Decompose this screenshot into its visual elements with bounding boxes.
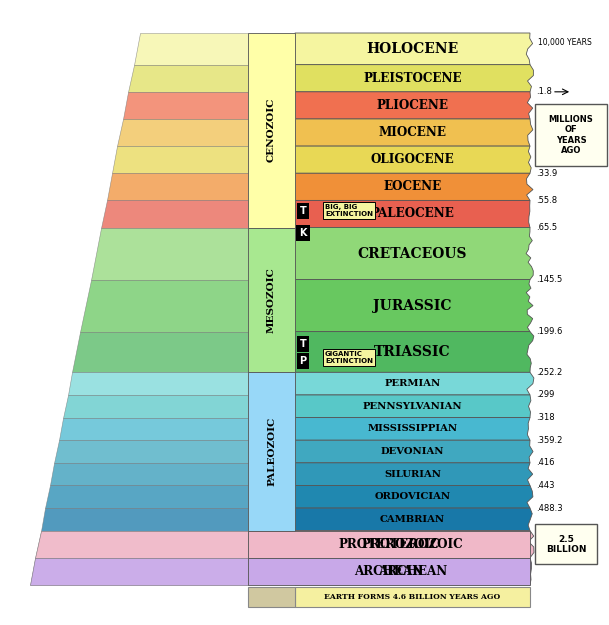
Text: .23: .23 [536,142,549,151]
Text: P: P [300,356,306,366]
Text: GIGANTIC
EXTINCTION: GIGANTIC EXTINCTION [325,351,373,364]
Polygon shape [80,279,248,332]
Text: PLIOCENE: PLIOCENE [376,99,448,112]
Polygon shape [295,146,531,173]
Polygon shape [295,508,532,531]
Text: .65.5: .65.5 [536,223,557,232]
Polygon shape [295,418,530,440]
Polygon shape [295,228,533,279]
Polygon shape [295,395,531,418]
Bar [248,372,295,531]
Polygon shape [35,531,248,558]
Text: EARTH FORMS 4.6 BILLION YEARS AGO: EARTH FORMS 4.6 BILLION YEARS AGO [325,593,501,601]
Polygon shape [134,33,248,64]
Text: .542: .542 [536,526,554,535]
Text: CAMBRIAN: CAMBRIAN [380,515,445,524]
Polygon shape [295,92,533,119]
Text: PENNSYLVANIAN: PENNSYLVANIAN [363,402,462,411]
Text: HOLOCENE: HOLOCENE [367,42,459,56]
Text: .199.6: .199.6 [536,327,562,336]
FancyBboxPatch shape [535,104,607,166]
Text: .359.2: .359.2 [536,436,562,445]
Text: CENOZOIC: CENOZOIC [267,98,276,162]
Text: DEVONIAN: DEVONIAN [381,447,444,456]
Bar [248,33,295,228]
Text: BIG, BIG
EXTINCTION: BIG, BIG EXTINCTION [325,204,373,217]
Polygon shape [128,64,248,92]
Text: K: K [299,228,307,238]
Polygon shape [68,372,248,395]
Polygon shape [295,531,534,558]
Text: .252.2: .252.2 [536,368,562,377]
Polygon shape [295,33,533,64]
Polygon shape [101,201,248,228]
Bar [248,531,530,558]
Polygon shape [112,146,248,173]
Polygon shape [295,64,533,92]
Polygon shape [72,332,248,372]
Bar [248,558,530,585]
Text: ARCHEAN: ARCHEAN [378,565,447,578]
Bar [248,587,295,607]
Text: .1.8: .1.8 [536,88,552,96]
FancyBboxPatch shape [535,524,597,564]
Text: PROTEROZOIC: PROTEROZOIC [338,538,440,551]
Polygon shape [63,395,248,418]
Polygon shape [123,92,248,119]
Bar [248,228,295,372]
Text: .443: .443 [536,481,555,490]
Text: T: T [300,339,306,349]
Text: T: T [300,206,306,216]
Polygon shape [45,486,248,508]
Polygon shape [41,508,248,531]
Bar [295,587,530,607]
Text: MESOZOIC: MESOZOIC [267,267,276,333]
Text: ARCHEAN: ARCHEAN [354,565,424,578]
Text: .488.3: .488.3 [536,504,563,512]
Text: TRIASSIC: TRIASSIC [374,345,451,359]
Polygon shape [30,558,248,585]
Polygon shape [295,486,533,508]
Text: 2.5
BILLION: 2.5 BILLION [546,534,586,554]
Polygon shape [50,463,248,486]
Text: .145.5: .145.5 [536,275,562,284]
Polygon shape [295,332,534,372]
Text: OLIGOCENE: OLIGOCENE [371,153,454,166]
Text: JURASSIC: JURASSIC [373,299,452,312]
Polygon shape [295,119,533,146]
Text: PROTEROZOIC: PROTEROZOIC [362,538,463,551]
Text: PALEOCENE: PALEOCENE [370,208,454,221]
Text: PERMIAN: PERMIAN [384,379,441,388]
Polygon shape [295,201,530,228]
Polygon shape [54,440,248,463]
Text: SILURIAN: SILURIAN [384,469,441,479]
Polygon shape [295,173,533,201]
Text: PLEISTOCENE: PLEISTOCENE [363,72,462,85]
Polygon shape [295,372,534,395]
Polygon shape [118,119,248,146]
Text: .299: .299 [536,391,554,399]
Text: .416: .416 [536,458,555,468]
Text: MIOCENE: MIOCENE [379,126,446,139]
Text: MISSISSIPPIAN: MISSISSIPPIAN [367,424,457,433]
Text: CRETACEOUS: CRETACEOUS [357,247,467,261]
Text: .318: .318 [536,413,555,422]
Polygon shape [107,173,248,201]
Polygon shape [295,440,533,463]
Polygon shape [30,558,248,585]
Text: PALEOZOIC: PALEOZOIC [267,417,276,486]
Text: EOCENE: EOCENE [384,181,442,193]
Polygon shape [295,279,533,332]
Polygon shape [35,531,248,558]
Text: .5.3: .5.3 [536,114,552,124]
Polygon shape [295,558,532,585]
Polygon shape [91,228,248,279]
Text: .55.8: .55.8 [536,196,557,205]
Text: 10,000 YEARS: 10,000 YEARS [538,38,592,47]
Polygon shape [59,418,248,440]
Text: ORDOVICIAN: ORDOVICIAN [375,492,451,501]
Text: .33.9: .33.9 [536,169,557,177]
Text: MILLIONS
OF
YEARS
AGO: MILLIONS OF YEARS AGO [549,115,593,155]
Polygon shape [295,463,533,486]
